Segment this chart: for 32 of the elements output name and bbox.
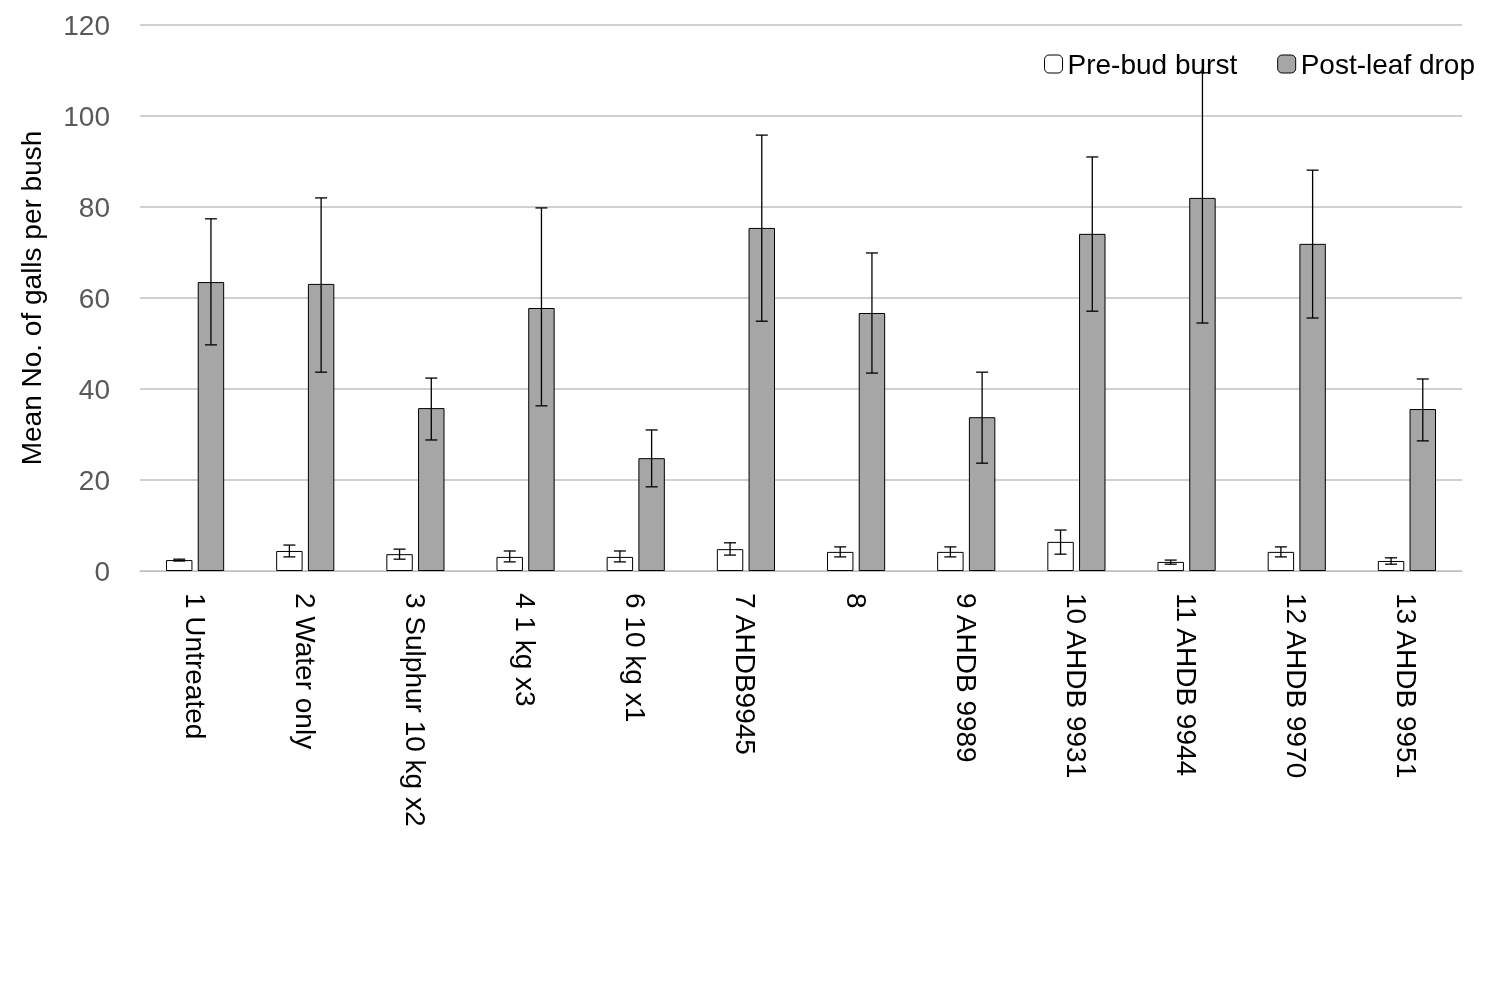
y-tick-label: 60 [78,282,110,314]
bar [1267,551,1295,571]
bar [276,550,303,571]
bar [1377,560,1405,571]
x-tick-label: 10 AHDB 9931 [1060,593,1092,779]
y-axis-title: Mean No. of galls per bush [15,130,47,466]
bar [496,556,523,571]
y-tick-label: 100 [63,100,110,132]
y-tick-label: 120 [63,9,110,41]
bar [386,554,413,571]
y-tick-label: 20 [78,464,110,496]
y-tick-label: 80 [78,191,110,223]
legend-label: Post-leaf drop [1300,48,1476,80]
x-tick-label: 2 Water only [289,593,321,750]
x-tick-label: 9 AHDB 9989 [950,593,982,763]
x-tick-label: 1 Untreated [179,593,211,740]
bar [827,551,854,571]
bar [1157,561,1184,571]
x-tick-label: 7 AHDB9945 [730,593,762,755]
legend-label: Pre-bud burst [1067,48,1238,80]
bar [606,556,634,571]
bar [937,551,964,571]
y-tick-label: 40 [78,373,110,405]
x-tick-label: 4 1 kg x3 [510,593,542,707]
y-tick-label: 0 [94,555,110,587]
x-tick-label: 3 Sulphur 10 kg x2 [399,593,431,827]
x-tick-label: 6 10 kg x1 [620,593,652,723]
bar [166,560,193,571]
x-tick-label: 13 AHDB 9951 [1391,593,1423,779]
x-tick-label: 11 AHDB 9944 [1171,593,1203,777]
x-tick-label: 8 [840,593,872,609]
x-tick-label: 12 AHDB 9970 [1281,593,1313,779]
